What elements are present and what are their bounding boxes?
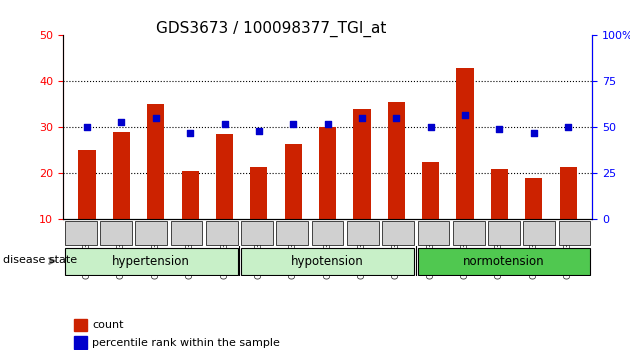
FancyBboxPatch shape [312, 221, 343, 245]
Bar [491, 169, 508, 266]
Point [219, 121, 229, 127]
Bar [422, 162, 439, 266]
FancyBboxPatch shape [135, 221, 167, 245]
FancyBboxPatch shape [206, 221, 238, 245]
Bar [147, 104, 164, 266]
Text: hypertension: hypertension [112, 255, 190, 268]
Text: normotension: normotension [463, 255, 545, 268]
Point [254, 128, 264, 134]
Bar [79, 150, 96, 266]
Bar [285, 144, 302, 266]
FancyBboxPatch shape [347, 221, 379, 245]
Bar [74, 336, 87, 349]
Point [117, 119, 127, 125]
Text: disease state: disease state [3, 255, 77, 265]
FancyBboxPatch shape [453, 221, 484, 245]
Point [82, 125, 92, 130]
Text: hypotension: hypotension [291, 255, 364, 268]
Point [288, 121, 298, 127]
FancyBboxPatch shape [418, 221, 449, 245]
Bar [74, 319, 87, 331]
Bar [353, 109, 370, 266]
Bar [181, 171, 198, 266]
Bar [250, 166, 268, 266]
Bar [457, 68, 474, 266]
Point [391, 115, 401, 121]
FancyBboxPatch shape [100, 221, 132, 245]
FancyBboxPatch shape [382, 221, 414, 245]
Text: GDS3673 / 100098377_TGI_at: GDS3673 / 100098377_TGI_at [156, 21, 386, 38]
Bar [216, 134, 233, 266]
FancyBboxPatch shape [65, 221, 96, 245]
FancyBboxPatch shape [559, 221, 590, 245]
FancyBboxPatch shape [65, 247, 238, 275]
Bar [559, 166, 576, 266]
Text: count: count [92, 320, 123, 330]
Point [529, 130, 539, 136]
Point [495, 126, 505, 132]
Text: percentile rank within the sample: percentile rank within the sample [92, 338, 280, 348]
FancyBboxPatch shape [241, 221, 273, 245]
FancyBboxPatch shape [418, 247, 590, 275]
FancyBboxPatch shape [524, 221, 555, 245]
FancyBboxPatch shape [488, 221, 520, 245]
Point [563, 125, 573, 130]
Point [323, 121, 333, 127]
Bar [387, 102, 405, 266]
FancyBboxPatch shape [277, 221, 308, 245]
Point [460, 112, 470, 118]
Point [151, 115, 161, 121]
FancyBboxPatch shape [241, 247, 414, 275]
Point [357, 115, 367, 121]
FancyBboxPatch shape [171, 221, 202, 245]
Bar [319, 127, 336, 266]
Bar [113, 132, 130, 266]
Point [426, 125, 436, 130]
Bar [525, 178, 542, 266]
Point [185, 130, 195, 136]
